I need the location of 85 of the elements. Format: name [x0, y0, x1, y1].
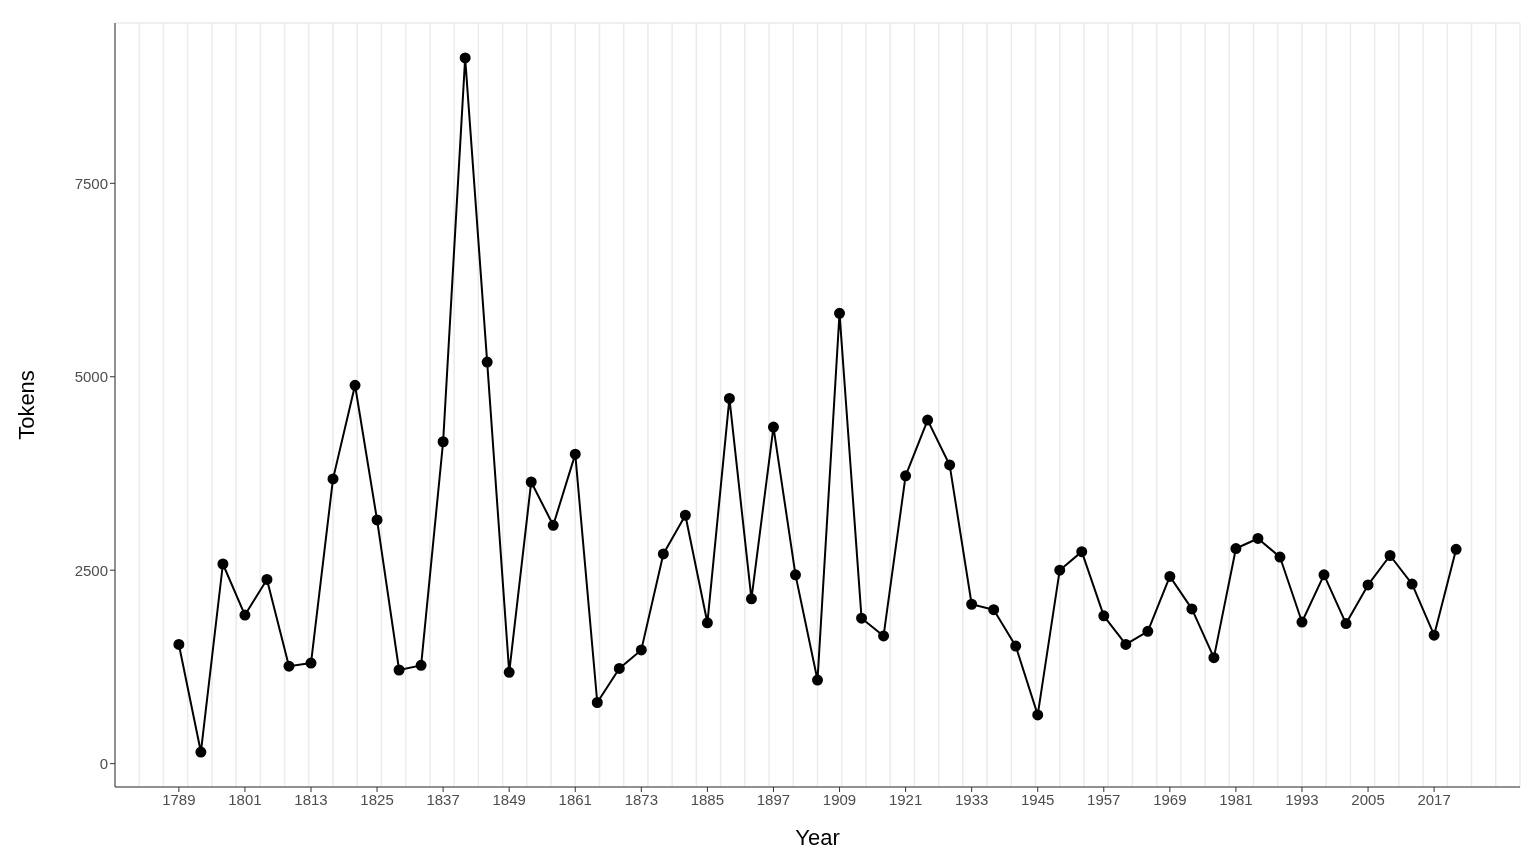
point: [812, 674, 823, 686]
y-tick-label: 7500: [74, 174, 108, 192]
point: [1384, 549, 1396, 561]
y-tick-label: 0: [99, 754, 108, 772]
point: [437, 436, 449, 448]
x-tick-label: 2005: [1351, 790, 1385, 808]
x-tick-label: 1825: [360, 790, 394, 808]
x-tick-label: 1897: [756, 790, 791, 808]
point: [393, 664, 405, 676]
x-tick-label: 1813: [294, 790, 328, 808]
point: [1296, 616, 1308, 628]
point: [327, 473, 339, 485]
x-tick-label: 1981: [1219, 790, 1253, 808]
x-tick-label: 1837: [426, 790, 460, 808]
point: [1142, 625, 1154, 637]
y-axis-title: Tokens: [13, 370, 39, 440]
x-tick-label: 1861: [558, 790, 592, 808]
point: [856, 612, 868, 624]
point: [239, 609, 251, 621]
point: [922, 414, 934, 426]
point: [195, 746, 207, 758]
point: [834, 307, 846, 319]
point: [679, 509, 691, 521]
point: [503, 666, 515, 678]
point: [1010, 640, 1022, 652]
point: [459, 52, 471, 64]
x-tick-label: 1909: [822, 790, 857, 808]
point: [1120, 638, 1132, 650]
point: [613, 662, 625, 674]
x-tick-label: 1933: [954, 790, 989, 808]
point: [789, 569, 801, 581]
point: [657, 548, 669, 560]
point: [349, 379, 361, 391]
point: [1450, 543, 1462, 555]
point: [878, 630, 890, 642]
x-axis-title: Year: [795, 825, 840, 850]
x-tick-label: 1993: [1285, 790, 1319, 808]
x-tick-label: 1957: [1087, 790, 1121, 808]
point: [635, 644, 647, 656]
point: [547, 519, 559, 531]
point: [1208, 652, 1220, 664]
point: [1230, 543, 1242, 555]
x-tick-label: 2017: [1417, 790, 1451, 808]
x-tick-label: 1873: [624, 790, 659, 808]
point: [1098, 610, 1110, 622]
point: [481, 356, 493, 368]
point: [1054, 564, 1066, 576]
y-tick-label: 2500: [74, 561, 108, 579]
x-tick-label: 1801: [228, 790, 262, 808]
point: [305, 657, 317, 669]
point: [173, 638, 185, 650]
point: [1318, 569, 1330, 581]
x-tick-label: 1969: [1153, 790, 1187, 808]
point: [1274, 551, 1286, 563]
x-tick-label: 1885: [690, 790, 725, 808]
point: [415, 659, 427, 671]
point: [723, 392, 735, 404]
point: [1032, 709, 1044, 721]
x-tick-label: 1945: [1021, 790, 1055, 808]
point: [1186, 603, 1198, 615]
point: [261, 573, 273, 585]
point: [217, 558, 229, 570]
point: [1164, 570, 1176, 582]
point: [1340, 618, 1352, 630]
x-tick-label: 1921: [888, 790, 923, 808]
x-tick-label: 1849: [492, 790, 526, 808]
point: [525, 476, 537, 488]
point: [1406, 578, 1418, 590]
point: [944, 459, 956, 471]
point: [1428, 629, 1440, 641]
point: [767, 421, 779, 433]
point: [701, 617, 713, 629]
point: [745, 593, 757, 605]
point: [591, 697, 603, 709]
point: [1252, 532, 1264, 544]
y-tick-label: 5000: [74, 368, 108, 386]
point: [1362, 579, 1374, 591]
point: [371, 514, 383, 526]
point: [283, 660, 295, 672]
point: [966, 598, 978, 610]
x-tick-label: 1789: [162, 790, 196, 808]
point: [900, 470, 912, 482]
point: [988, 604, 1000, 616]
point: [1076, 546, 1088, 558]
point: [569, 448, 581, 460]
